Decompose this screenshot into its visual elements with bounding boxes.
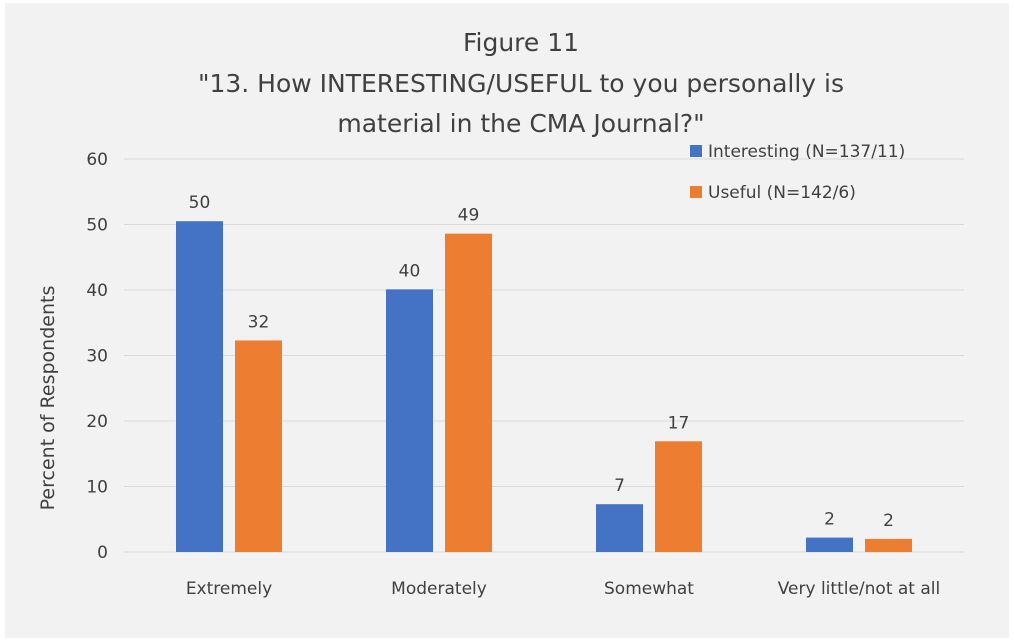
bar-useful — [445, 233, 492, 553]
x-axis-categories: Extremely Moderately Somewhat Very little/n… — [186, 579, 940, 599]
x-category-label: Very little/not at all — [778, 579, 941, 599]
data-label: 7 — [614, 476, 625, 496]
chart-title-line: Figure 11 — [463, 28, 579, 57]
bar-interesting — [386, 289, 433, 552]
bar-useful — [235, 340, 282, 552]
x-category-label: Extremely — [186, 579, 272, 599]
chart-area — [5, 3, 1009, 638]
data-label: 49 — [458, 206, 480, 226]
x-category-label: Moderately — [391, 579, 487, 599]
data-label: 17 — [668, 413, 690, 433]
data-labels: 50 32 40 49 7 17 2 2 — [189, 193, 894, 531]
legend: Interesting (N=137/11) Useful (N=142/6) — [690, 142, 905, 203]
bar-interesting — [806, 537, 853, 552]
legend-label: Useful (N=142/6) — [708, 183, 856, 203]
y-tick-label: 10 — [86, 478, 108, 498]
data-label: 2 — [824, 510, 835, 530]
chart-title-line: material in the CMA Journal?" — [337, 109, 704, 138]
chart-title: Figure 11 "13. How INTERESTING/USEFUL to… — [198, 28, 844, 138]
y-tick-label: 20 — [86, 412, 108, 432]
y-tick-label: 50 — [86, 216, 108, 236]
data-label: 32 — [248, 312, 270, 332]
y-tick-label: 60 — [86, 150, 108, 170]
legend-swatch — [690, 186, 702, 198]
bar-useful — [865, 538, 912, 552]
bar-useful — [655, 441, 702, 552]
bar-interesting — [176, 221, 223, 552]
y-tick-label: 0 — [97, 543, 108, 563]
data-label: 50 — [189, 193, 211, 213]
data-label: 40 — [399, 261, 421, 281]
legend-label: Interesting (N=137/11) — [708, 142, 905, 162]
y-tick-label: 30 — [86, 347, 108, 367]
bars — [176, 221, 912, 553]
y-axis-label: Percent of Respondents — [37, 286, 59, 511]
bar-interesting — [596, 504, 643, 552]
chart-title-line: "13. How INTERESTING/USEFUL to you perso… — [198, 69, 844, 98]
y-axis-ticks: 0 10 20 30 40 50 60 — [86, 150, 108, 563]
data-label: 2 — [883, 511, 894, 531]
legend-swatch — [690, 145, 702, 157]
x-category-label: Somewhat — [604, 579, 694, 599]
y-tick-label: 40 — [86, 281, 108, 301]
